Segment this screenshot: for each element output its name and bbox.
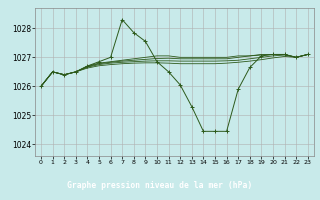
Text: Graphe pression niveau de la mer (hPa): Graphe pression niveau de la mer (hPa) <box>68 181 252 190</box>
